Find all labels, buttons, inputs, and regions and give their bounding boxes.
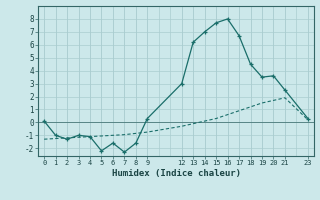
X-axis label: Humidex (Indice chaleur): Humidex (Indice chaleur) — [111, 169, 241, 178]
